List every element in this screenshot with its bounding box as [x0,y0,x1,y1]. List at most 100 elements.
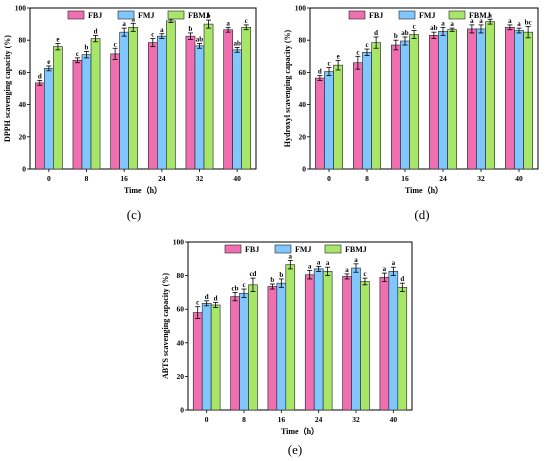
significance-letter: ab [233,39,241,47]
bar-fbmj [241,27,252,170]
x-tick-label: 24 [158,174,166,183]
significance-letter: e [47,58,50,66]
bar-fbmj [285,264,296,411]
significance-letter: b [85,43,89,51]
bar-fbmj [53,46,63,170]
legend-label: FBMJ [188,11,210,20]
significance-letter: a [517,20,521,28]
bar-fmj [194,45,205,170]
legend-label: FBMJ [469,11,491,20]
bar-fbmj [360,281,370,411]
significance-letter: cd [249,270,256,278]
panel-label: (d) [414,207,429,222]
bar-fmj [201,303,212,411]
significance-letter: d [205,293,209,301]
legend-label: FMJ [295,245,311,254]
significance-letter: a [345,266,349,274]
significance-letter: a [122,20,126,28]
bar-fbj [467,28,477,170]
x-tick-label: 0 [327,174,331,183]
bar-fbj [353,62,363,170]
bar-fbmj [210,304,221,411]
bar-fmj [324,71,334,170]
significance-letter: c [114,40,117,48]
bar-fmj [313,268,324,411]
significance-letter: c [363,270,366,278]
legend-swatch-fmj [117,10,135,20]
bar-fmj [438,31,448,170]
significance-letter: d [214,294,218,302]
bar-fbmj [371,42,381,170]
bar-fbj [192,312,203,411]
bar-fbmj [322,271,333,411]
significance-letter: e [337,52,340,60]
legend-label: FBJ [245,245,259,254]
significance-letter: bc [525,19,532,27]
x-tick-label: 40 [515,174,523,183]
significance-letter: a [226,19,230,27]
significance-letter: a [508,17,512,25]
legend-swatch-fbj [67,10,85,20]
legend-label: FBJ [88,11,102,20]
x-tick-label: 32 [352,415,360,424]
y-tick-label: 80 [299,36,307,45]
x-tick-label: 0 [205,415,209,424]
y-axis-title: ABTS scavenging capacity (%) [161,273,170,379]
significance-letter: a [479,17,483,25]
legend-swatch-fbj [224,244,242,254]
bar-fmj [388,271,399,411]
y-tick-label: 40 [19,100,27,109]
legend-label: FBJ [369,11,383,20]
x-tick-label: 16 [401,174,409,183]
bar-fbj [379,276,390,411]
x-tick-label: 24 [315,415,323,424]
significance-letter: d [374,29,378,37]
significance-letter: a [450,20,454,28]
significance-letter: c [356,48,359,56]
bar-fbj [505,27,515,170]
bar-fmj [514,30,524,170]
y-tick-label: 60 [299,68,307,77]
legend-swatch-fbmj [167,10,185,20]
bar-fmj [351,267,361,411]
x-tick-label: 24 [439,174,447,183]
significance-letter: a [326,259,330,267]
legend-swatch-fmj [398,10,416,20]
bar-fbmj [485,21,495,170]
y-tick-label: 20 [19,132,27,141]
bar-fbmj [333,64,343,170]
bar-fbj [391,44,401,170]
x-tick-label: 32 [196,174,204,183]
significance-letter: b [189,25,193,33]
plot-frame [187,241,413,411]
significance-letter: c [151,31,154,39]
bar-fmj [157,35,167,170]
bar-fbj [110,53,120,170]
x-tick-label: 40 [233,174,241,183]
significance-letter: c [365,41,368,49]
bar-fmj [232,49,242,170]
significance-letter: e [56,35,59,43]
y-tick-label: 40 [177,338,185,347]
significance-letter: b [270,276,274,284]
x-axis-title: Time（h） [405,185,443,195]
y-tick-label: 20 [299,132,307,141]
significance-letter: ab [196,35,204,43]
x-tick-label: 8 [365,174,369,183]
x-tick-label: 16 [278,415,286,424]
bar-fbj [315,77,325,170]
y-tick-label: 80 [177,271,185,280]
bar-fbj [230,296,240,411]
x-tick-label: 8 [85,174,89,183]
bar-fbj [223,29,233,170]
bar-fmj [400,40,410,170]
x-tick-label: 32 [477,174,485,183]
significance-letter: d [400,275,404,283]
bar-fbmj [523,31,533,170]
y-tick-label: 40 [299,100,307,109]
significance-letter: c [413,23,416,31]
significance-letter: d [38,72,42,80]
legend-label: FBMJ [345,245,367,254]
